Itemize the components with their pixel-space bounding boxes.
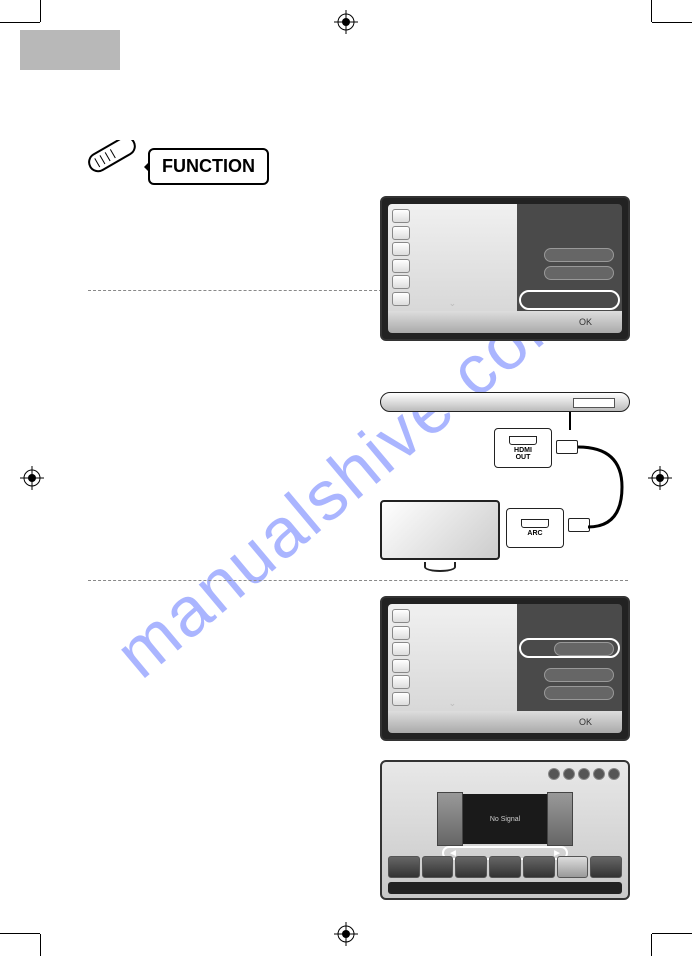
menu-category-icon	[392, 642, 410, 656]
registration-mark-icon	[334, 10, 358, 34]
control-icon	[593, 768, 605, 780]
menu-left-column: ⌄	[388, 604, 517, 711]
panel-bottom-bar	[388, 882, 622, 894]
menu-category-icon	[392, 226, 410, 240]
source-item	[388, 856, 420, 878]
menu-category-icon	[392, 659, 410, 673]
settings-menu-panel: ⌄ OK	[380, 196, 630, 341]
settings-menu-panel: ⌄ OK	[380, 596, 630, 741]
menu-category-icon	[392, 692, 410, 706]
control-icon	[608, 768, 620, 780]
hdmi-port-icon	[521, 519, 549, 528]
menu-category-icon	[392, 275, 410, 289]
source-item	[590, 856, 622, 878]
menu-left-column: ⌄	[388, 204, 517, 311]
registration-mark-icon	[20, 466, 44, 490]
source-item	[489, 856, 521, 878]
menu-footer-bar: OK	[388, 711, 622, 733]
registration-mark-icon	[648, 466, 672, 490]
crop-mark	[652, 22, 692, 23]
source-item	[455, 856, 487, 878]
menu-category-icon	[392, 259, 410, 273]
crop-mark	[0, 22, 40, 23]
source-list	[388, 856, 622, 878]
crop-mark	[652, 933, 692, 934]
source-item	[422, 856, 454, 878]
chevron-down-icon: ⌄	[449, 698, 457, 709]
control-icon	[578, 768, 590, 780]
tv-device-icon	[380, 500, 500, 570]
ok-label: OK	[579, 717, 592, 727]
panel-control-icons	[548, 768, 620, 780]
soundbar-device-icon	[380, 392, 630, 412]
menu-option-pill	[544, 266, 614, 280]
menu-footer-bar: OK	[388, 311, 622, 333]
input-source-panel: No Signal ◄ ►	[380, 760, 630, 900]
menu-option-pill	[544, 686, 614, 700]
hdmi-port-icon	[509, 436, 537, 445]
menu-category-icon	[392, 242, 410, 256]
menu-right-column	[517, 604, 622, 711]
menu-option-pill	[554, 642, 614, 656]
speaker-icon	[437, 792, 463, 846]
chevron-down-icon: ⌄	[449, 298, 457, 309]
control-icon	[548, 768, 560, 780]
section-header-block	[20, 30, 120, 70]
menu-category-icon	[392, 209, 410, 223]
menu-highlight-ring	[519, 638, 620, 658]
source-item-active	[557, 856, 589, 878]
menu-option-pill	[544, 248, 614, 262]
no-signal-text: No Signal	[490, 816, 520, 823]
crop-mark	[651, 934, 652, 956]
crop-mark	[0, 933, 40, 934]
source-item	[523, 856, 555, 878]
hdmi-out-label: OUT	[516, 454, 531, 461]
speaker-icon	[547, 792, 573, 846]
crop-mark	[651, 0, 652, 22]
ok-label: OK	[579, 317, 592, 327]
function-button-callout: FUNCTION	[148, 148, 269, 185]
crop-mark	[40, 0, 41, 22]
section-divider	[88, 580, 628, 581]
preview-screen: No Signal	[463, 794, 547, 844]
menu-option-pill	[544, 668, 614, 682]
menu-highlight-ring	[519, 290, 620, 310]
hdmi-out-port: HDMI OUT	[494, 428, 552, 468]
hdmi-arc-label: ARC	[527, 530, 542, 537]
menu-category-icon	[392, 609, 410, 623]
menu-category-icon	[392, 292, 410, 306]
menu-right-column	[517, 204, 622, 311]
crop-mark	[40, 934, 41, 956]
control-icon	[563, 768, 575, 780]
hdmi-cable-icon	[552, 412, 630, 552]
hdmi-logo-text: HDMI	[514, 447, 532, 454]
registration-mark-icon	[334, 922, 358, 946]
menu-category-icon	[392, 626, 410, 640]
menu-category-icon	[392, 675, 410, 689]
